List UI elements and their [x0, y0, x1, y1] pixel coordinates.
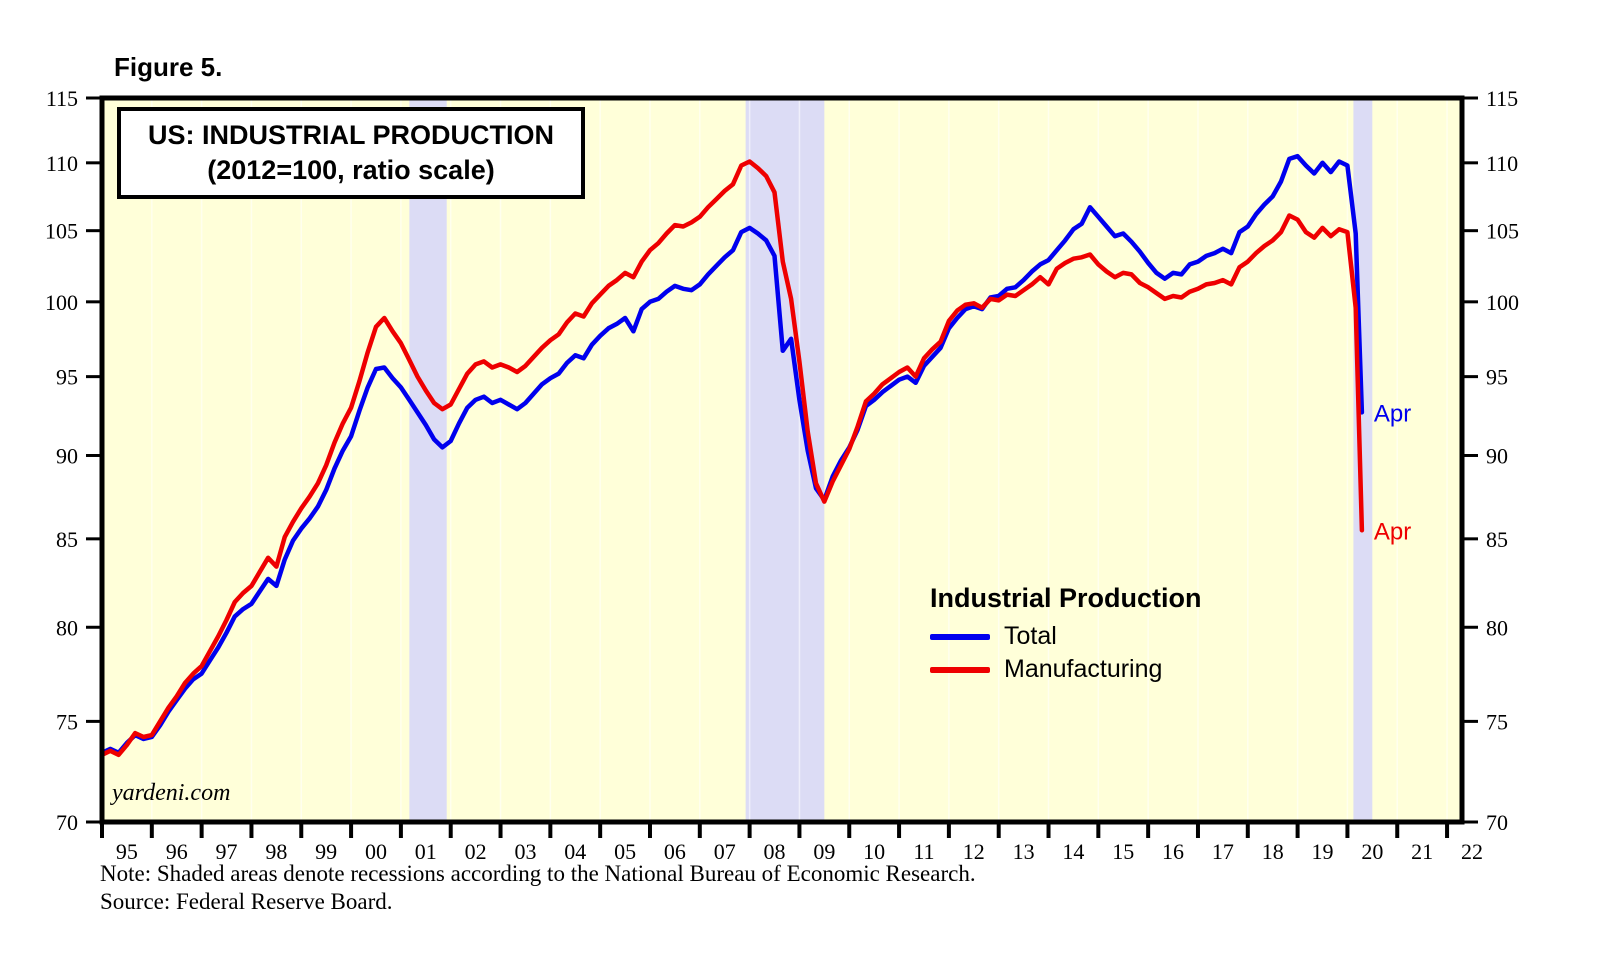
- y-axis-tick-label-right: 70: [1486, 810, 1508, 835]
- x-axis-tick-label: 97: [216, 839, 238, 864]
- y-axis-tick-label-left: 115: [46, 86, 78, 111]
- y-axis-tick-label-right: 85: [1486, 527, 1508, 552]
- x-axis-tick-label: 17: [1212, 839, 1234, 864]
- y-axis-tick-label-right: 105: [1486, 219, 1519, 244]
- apr-annotation-manufacturing: Apr: [1374, 518, 1411, 545]
- footnotes: Note: Shaded areas denote recessions acc…: [100, 860, 976, 916]
- x-axis-tick-label: 11: [913, 839, 934, 864]
- plot-border: [99, 95, 1465, 825]
- legend-label-total: Total: [1004, 622, 1057, 650]
- x-axis-tick-label: 02: [465, 839, 487, 864]
- x-axis-tick-label: 01: [415, 839, 437, 864]
- x-axis-tick-label: 18: [1262, 839, 1284, 864]
- legend-item-total: Total: [930, 620, 1202, 653]
- x-axis-tick-label: 13: [1013, 839, 1035, 864]
- apr-annotation-total: Apr: [1374, 400, 1411, 427]
- y-axis-tick-label-left: 70: [56, 810, 78, 835]
- total-line: [102, 153, 1365, 756]
- x-axis-tick-label: 22: [1461, 839, 1483, 864]
- chart-title-line1: US: INDUSTRIAL PRODUCTION: [147, 120, 554, 150]
- y-axis-tick-label-right: 110: [1486, 151, 1518, 176]
- plot-area: [102, 98, 1462, 822]
- note-line: Note: Shaded areas denote recessions acc…: [100, 861, 976, 886]
- recession-band: [409, 98, 447, 822]
- y-axis-tick-label-left: 85: [56, 527, 78, 552]
- y-axis-tick-label-right: 90: [1486, 443, 1508, 468]
- x-axis-tick-label: 20: [1361, 839, 1383, 864]
- y-axis-tick-label-right: 100: [1486, 290, 1519, 315]
- x-axis-tick-label: 05: [614, 839, 636, 864]
- yardeni-watermark: yardeni.com: [112, 780, 231, 806]
- y-axis-tick-label-right: 75: [1486, 709, 1508, 734]
- y-axis-tick-label-left: 75: [56, 709, 78, 734]
- y-axis-tick-label-right: 80: [1486, 615, 1508, 640]
- y-axis-tick-label-right: 115: [1486, 86, 1518, 111]
- x-axis-tick-label: 96: [166, 839, 188, 864]
- x-axis-tick-label: 15: [1112, 839, 1134, 864]
- manufacturing-line-swatch: [930, 666, 990, 673]
- legend-item-manufacturing: Manufacturing: [930, 653, 1202, 686]
- legend: Industrial Production Total Manufacturin…: [930, 583, 1202, 686]
- recession-band: [1353, 98, 1373, 822]
- source-line: Source: Federal Reserve Board.: [100, 889, 393, 914]
- x-axis-tick-label: 09: [813, 839, 835, 864]
- x-axis-tick-label: 98: [265, 839, 287, 864]
- y-axis-tick-label-left: 90: [56, 443, 78, 468]
- x-axis-tick-label: 14: [1062, 839, 1084, 864]
- total-line-swatch: [930, 633, 990, 640]
- y-axis-tick-label-right: 95: [1486, 365, 1508, 390]
- x-axis-tick-label: 19: [1312, 839, 1334, 864]
- y-axis-tick-label-left: 80: [56, 615, 78, 640]
- y-axis-tick-label-left: 95: [56, 365, 78, 390]
- x-axis-tick-label: 21: [1411, 839, 1433, 864]
- x-axis-tick-label: 06: [664, 839, 686, 864]
- x-axis-tick-label: 07: [714, 839, 736, 864]
- y-axis-tick-label-left: 110: [46, 151, 78, 176]
- manufacturing-line: [102, 159, 1365, 758]
- x-axis-tick-label: 12: [963, 839, 985, 864]
- x-axis-tick-label: 08: [764, 839, 786, 864]
- chart-title-line2: (2012=100, ratio scale): [207, 155, 495, 185]
- figure-label: Figure 5.: [114, 52, 223, 82]
- x-axis-tick-label: 00: [365, 839, 387, 864]
- legend-title: Industrial Production: [930, 583, 1202, 613]
- legend-label-manufacturing: Manufacturing: [1004, 655, 1163, 683]
- y-axis-tick-label-left: 100: [45, 290, 78, 315]
- x-axis-tick-label: 10: [863, 839, 885, 864]
- x-axis-tick-label: 03: [514, 839, 536, 864]
- y-axis-tick-label-left: 105: [45, 219, 78, 244]
- x-axis-tick-label: 99: [315, 839, 337, 864]
- x-axis-tick-label: 04: [564, 839, 586, 864]
- chart-title-box: US: INDUSTRIAL PRODUCTION (2012=100, rat…: [117, 107, 585, 199]
- x-axis-tick-label: 16: [1162, 839, 1184, 864]
- x-axis-tick-label: 95: [116, 839, 138, 864]
